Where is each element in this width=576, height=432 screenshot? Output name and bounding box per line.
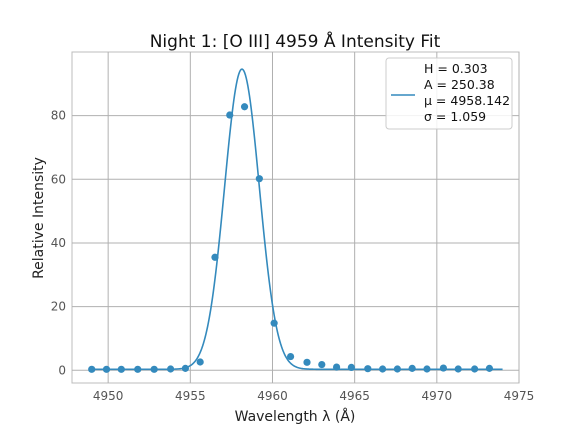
- x-axis-ticks: 4950 4955 4960 4965 4970 4975: [93, 389, 534, 403]
- data-point: [211, 253, 219, 261]
- data-point: [332, 363, 341, 371]
- y-tick-label: 80: [51, 109, 66, 123]
- x-tick-label: 4975: [504, 389, 535, 403]
- legend-line-2: A = 250.38: [424, 77, 495, 92]
- data-point: [270, 319, 278, 327]
- x-tick-label: 4965: [339, 389, 370, 403]
- data-point: [134, 365, 142, 373]
- x-tick-label: 4960: [257, 389, 288, 403]
- x-tick-label: 4955: [175, 389, 206, 403]
- chart-title: Night 1: [O III] 4959 Å Intensity Fit: [150, 30, 441, 52]
- x-tick-label: 4970: [422, 389, 453, 403]
- data-point: [303, 358, 311, 366]
- data-point: [485, 364, 494, 372]
- y-tick-label: 0: [58, 363, 66, 377]
- fit-curve-layer: [91, 68, 503, 371]
- data-points-layer: [88, 103, 494, 373]
- data-point: [150, 365, 158, 373]
- legend-line-1: H = 0.303: [424, 61, 488, 76]
- data-point: [226, 111, 234, 119]
- data-point: [423, 365, 431, 373]
- fit-curve-line: [91, 68, 503, 371]
- data-point: [88, 365, 96, 373]
- y-tick-label: 40: [51, 236, 66, 250]
- data-point: [471, 365, 479, 373]
- x-tick-label: 4950: [93, 389, 124, 403]
- data-point: [181, 364, 189, 372]
- y-tick-label: 20: [51, 300, 66, 314]
- y-axis-ticks: 0 20 40 60 80: [51, 109, 66, 378]
- data-point: [408, 364, 416, 372]
- legend: H = 0.303 A = 250.38 μ = 4958.142 σ = 1.…: [385, 57, 513, 130]
- legend-box: [385, 57, 513, 130]
- data-point: [167, 365, 175, 373]
- data-point: [439, 364, 448, 372]
- data-point: [196, 358, 204, 366]
- data-point: [102, 365, 111, 373]
- data-point: [318, 360, 326, 369]
- legend-line-4: σ = 1.059: [424, 109, 486, 124]
- x-axis-label: Wavelength λ (Å): [235, 408, 356, 425]
- y-tick-label: 60: [51, 172, 66, 186]
- legend-line-3: μ = 4958.142: [424, 93, 510, 108]
- data-point: [347, 363, 355, 372]
- data-point: [117, 365, 125, 373]
- data-point: [378, 365, 387, 373]
- data-point: [454, 365, 462, 373]
- data-point: [393, 365, 401, 373]
- y-axis-label: Relative Intensity: [31, 157, 47, 279]
- data-point: [240, 103, 249, 111]
- data-point: [255, 175, 263, 183]
- data-point: [364, 365, 372, 373]
- data-point: [286, 352, 295, 361]
